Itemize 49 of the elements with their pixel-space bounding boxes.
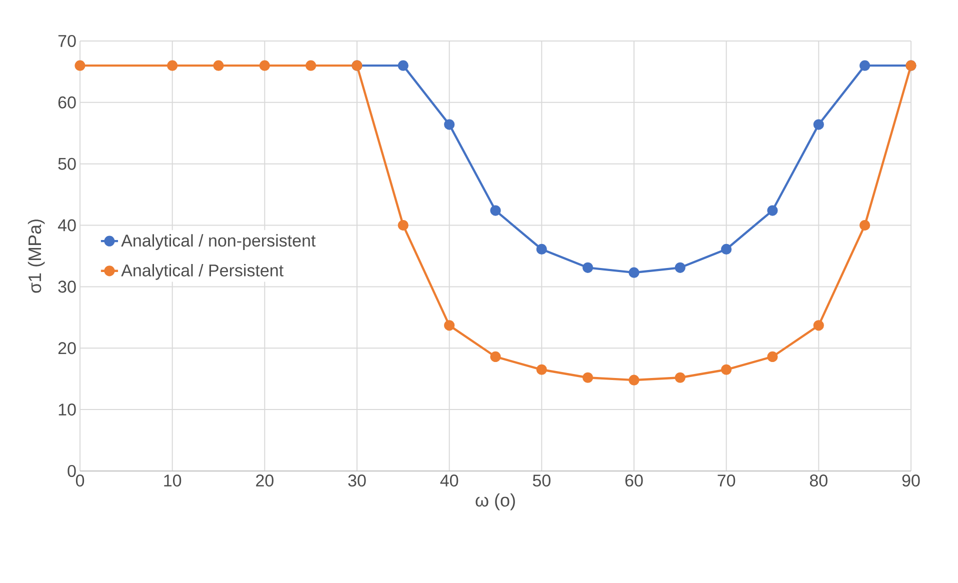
point: [767, 351, 778, 362]
point: [721, 244, 732, 255]
point: [444, 119, 455, 130]
point: [582, 372, 594, 383]
y-tick-label: 20: [58, 342, 76, 354]
point: [721, 364, 732, 375]
point: [536, 244, 547, 255]
point: [490, 351, 501, 362]
x-tick-label: 30: [348, 474, 366, 487]
x-tick-label: 50: [532, 474, 550, 487]
legend-label: Analytical / Persistent: [121, 264, 284, 280]
point: [398, 60, 408, 71]
x-tick-label: 40: [440, 474, 458, 487]
x-axis-title: ω (o): [476, 493, 515, 510]
y-tick-label: 30: [58, 280, 76, 293]
point: [860, 220, 870, 231]
point: [490, 205, 501, 216]
x-tick-label: 70: [718, 474, 736, 487]
x-tick-label: 10: [164, 474, 182, 487]
legend-label: Analytical / non-persistent: [121, 234, 316, 250]
point: [628, 267, 640, 278]
point: [674, 372, 686, 383]
point: [628, 374, 640, 386]
point: [306, 60, 316, 71]
x-tick-label: 0: [76, 474, 84, 487]
x-tick-label: 80: [810, 474, 828, 487]
point: [398, 220, 408, 231]
point: [813, 119, 824, 130]
x-tick-label: 60: [625, 474, 643, 487]
y-tick-label: 50: [58, 158, 76, 170]
y-tick-label: 60: [58, 96, 76, 108]
y-tick-label: 10: [58, 404, 76, 416]
point: [444, 320, 455, 331]
y-tick-label: 70: [58, 34, 76, 48]
y-axis-title: σ1 (MPa): [28, 220, 45, 293]
point: [767, 205, 778, 216]
point: [860, 60, 870, 71]
point: [74, 60, 86, 71]
x-tick-label: 90: [902, 474, 920, 487]
point: [536, 364, 547, 375]
x-tick-label: 20: [256, 474, 274, 487]
y-tick-label: 40: [58, 219, 76, 232]
point: [213, 60, 224, 71]
point: [674, 262, 686, 273]
point: [167, 60, 178, 71]
point: [582, 262, 594, 273]
y-tick-label: 0: [68, 464, 76, 478]
point: [813, 320, 824, 331]
point: [259, 60, 270, 71]
